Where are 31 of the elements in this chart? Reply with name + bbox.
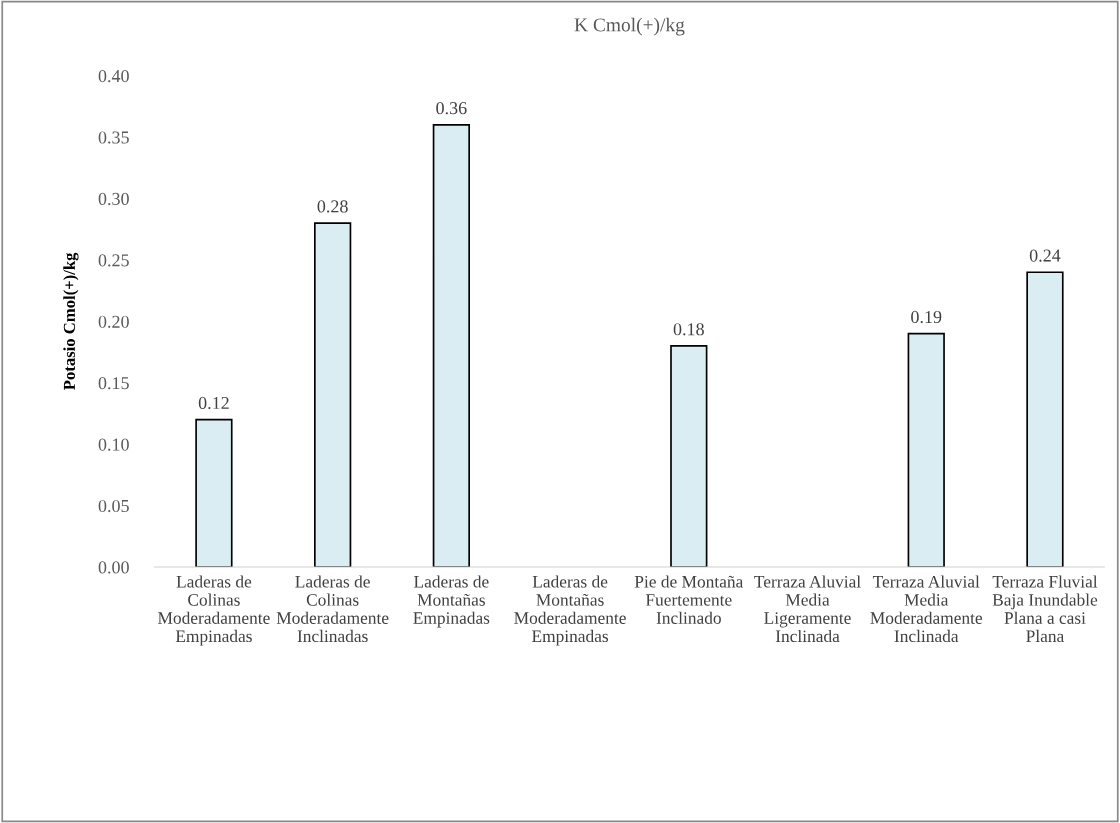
bar [1026,271,1064,568]
y-tick-label: 0.15 [98,377,129,390]
bar [907,332,945,568]
x-tick-label: Terraza Aluvial Media Moderadamente Inclinada [870,575,983,643]
x-tick-label: Terraza Fluvial Baja Inundable Plana a casi Plana [992,575,1098,643]
bar [670,345,708,568]
data-label: 0.19 [911,310,942,324]
y-tick-label: 0.20 [98,315,129,328]
x-tick-label: Terraza Aluvial Media Ligeramente Inclinada [754,575,861,643]
x-tick-label: Laderas de Colinas Moderadamente Inclinadas [276,575,389,643]
y-tick-label: 0.05 [98,499,129,513]
data-label: 0.36 [436,102,467,115]
y-tick-label: 0.25 [98,254,129,267]
data-label: 0.24 [1029,249,1061,262]
y-tick-label: 0.10 [98,438,129,451]
y-tick-label: 0.30 [98,192,129,206]
data-label: 0.18 [673,323,704,336]
y-tick-label: 0.35 [98,131,129,144]
bar [313,222,352,568]
y-axis-title: Potasio Cmol(+)/kg [63,252,79,390]
x-tick-label: Laderas de Montañas Moderadamente Empinadas [514,575,626,646]
x-tick-label: Laderas de Colinas Moderadamente Empinadas [158,575,270,646]
y-tick-label: 0.40 [98,69,129,83]
y-tick-label: 0.00 [98,561,129,574]
data-label: 0.12 [198,396,229,410]
bar [195,418,233,568]
bar [432,124,471,568]
x-tick-label: Pie de Montaña Fuertemente Inclinado [634,575,744,624]
x-tick-label: Laderas de Montañas Empinadas [413,575,490,628]
data-label: 0.28 [317,200,348,213]
chart-title: K Cmol(+)/kg [574,17,685,36]
